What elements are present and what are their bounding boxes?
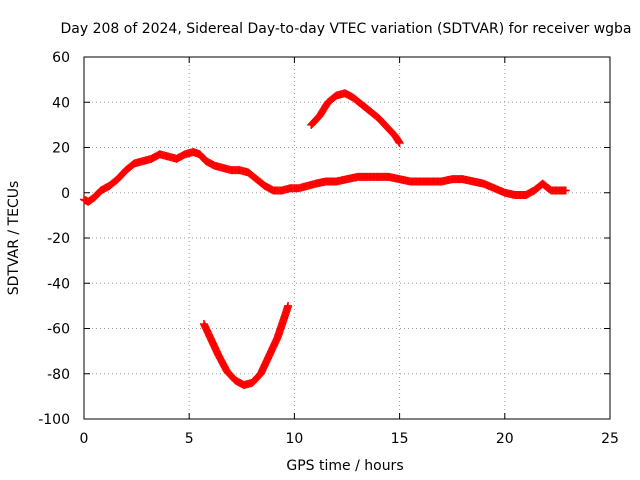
series-lower-arc xyxy=(199,301,293,390)
y-tick-labels: -100 -80 -60 -40 -20 0 20 40 60 xyxy=(38,50,70,428)
y-tick-label: -40 xyxy=(47,276,70,292)
x-tick-label: 20 xyxy=(496,431,514,447)
y-tick-label: -80 xyxy=(47,367,70,383)
y-tick-label: 40 xyxy=(52,95,70,111)
data-point xyxy=(561,186,570,195)
x-tick-label: 10 xyxy=(285,431,303,447)
y-tick-label: 20 xyxy=(52,141,70,157)
x-tick-label: 5 xyxy=(185,431,194,447)
y-axis-label: SDTVAR / TECUs xyxy=(6,181,22,296)
grid-lines xyxy=(84,57,610,419)
data-series xyxy=(80,89,570,390)
x-tick-label: 25 xyxy=(601,431,619,447)
chart-title: Day 208 of 2024, Sidereal Day-to-day VTE… xyxy=(60,21,631,37)
y-tick-label: -20 xyxy=(47,231,70,247)
y-tick-label: 60 xyxy=(52,50,70,66)
data-point xyxy=(395,138,404,147)
x-tick-label: 0 xyxy=(80,431,89,447)
x-axis-label: GPS time / hours xyxy=(286,458,403,474)
y-tick-label: -60 xyxy=(47,322,70,338)
plot-frame xyxy=(83,56,611,420)
series-upper-arc xyxy=(307,89,404,147)
x-tick-labels: 0 5 10 15 20 25 xyxy=(80,431,619,447)
y-tick-label: 0 xyxy=(61,186,70,202)
data-point xyxy=(284,301,293,310)
y-tick-label: -100 xyxy=(38,412,70,428)
x-tick-label: 15 xyxy=(391,431,409,447)
axis-ticks xyxy=(83,56,611,420)
series-main-track xyxy=(80,148,570,206)
